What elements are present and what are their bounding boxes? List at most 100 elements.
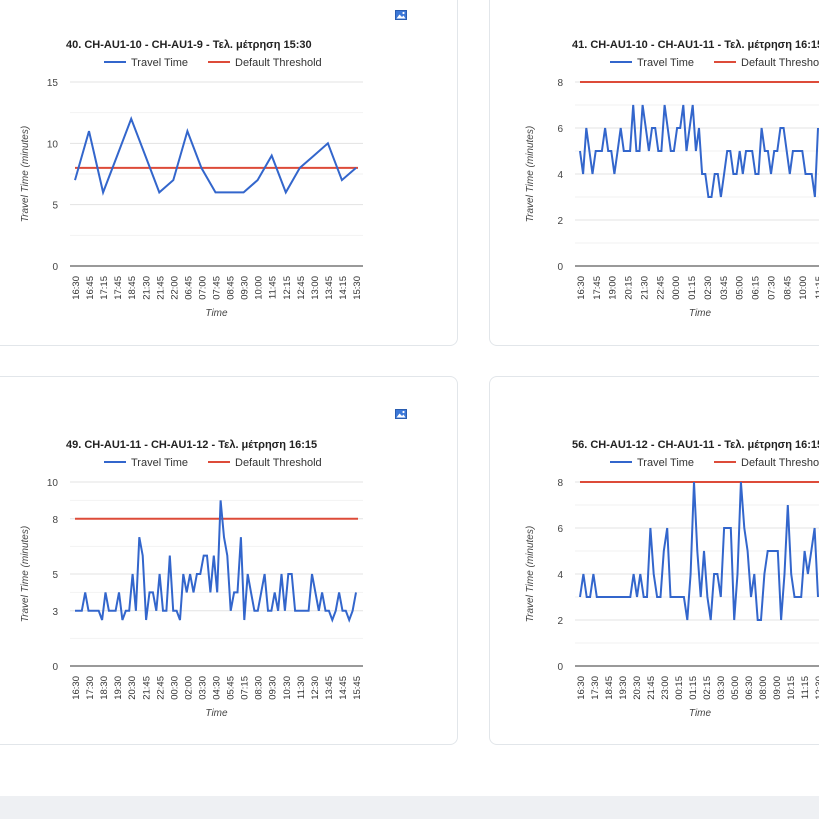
x-axis-label: Time [689, 708, 712, 719]
chart-travel-time-40: 40. CH-AU1-10 - CH-AU1-9 - Τελ. μέτρηση … [20, 39, 363, 319]
y-axis-label: Travel Time (minutes) [525, 126, 536, 222]
x-tick-label: 23:00 [660, 676, 671, 700]
y-tick-label: 0 [52, 662, 58, 673]
x-tick-label: 21:30 [639, 276, 650, 300]
x-tick-label: 08:45 [782, 276, 793, 300]
x-tick-label: 22:00 [169, 276, 180, 300]
x-tick-label: 04:30 [212, 676, 223, 700]
x-tick-label: 12:45 [296, 276, 307, 300]
x-tick-label: 22:45 [155, 676, 166, 700]
x-tick-label: 13:00 [310, 276, 321, 300]
y-tick-label: 6 [557, 124, 563, 135]
y-tick-label: 10 [47, 478, 59, 489]
y-tick-label: 0 [52, 262, 58, 273]
chart-title: 41. CH-AU1-10 - CH-AU1-11 - Τελ. μέτρηση… [572, 39, 819, 51]
x-tick-label: 18:30 [99, 676, 110, 700]
x-tick-label: 08:30 [254, 676, 265, 700]
x-tick-label: 22:45 [655, 276, 666, 300]
x-tick-label: 07:30 [766, 276, 777, 300]
chart-card-4 [489, 376, 819, 745]
chart-card-3 [0, 376, 458, 745]
y-tick-label: 5 [52, 570, 58, 581]
x-tick-label: 07:45 [212, 276, 223, 300]
x-tick-label: 15:30 [352, 276, 363, 300]
y-tick-label: 0 [557, 262, 563, 273]
x-tick-label: 21:45 [141, 676, 152, 700]
x-tick-label: 16:30 [576, 276, 587, 300]
legend-label-travel-time: Travel Time [637, 457, 694, 469]
x-tick-label: 07:15 [240, 676, 251, 700]
x-tick-label: 03:30 [197, 676, 208, 700]
chart-title: 49. CH-AU1-11 - CH-AU1-12 - Τελ. μέτρηση… [66, 439, 317, 451]
x-tick-label: 10:00 [254, 276, 265, 300]
x-tick-label: 11:15 [800, 676, 811, 699]
x-tick-label: 16:30 [71, 276, 82, 300]
legend-label-travel-time: Travel Time [637, 57, 694, 69]
x-tick-label: 07:00 [197, 276, 208, 300]
x-tick-label: 05:00 [730, 676, 741, 700]
page-footer-band [0, 796, 819, 819]
x-tick-label: 00:15 [674, 676, 685, 700]
x-tick-label: 10:15 [786, 676, 797, 700]
x-tick-label: 05:00 [735, 276, 746, 300]
x-tick-label: 16:45 [85, 276, 96, 300]
chart-title: 56. CH-AU1-12 - CH-AU1-11 - Τελ. μέτρηση… [572, 439, 819, 451]
x-tick-label: 09:00 [772, 676, 783, 700]
x-tick-label: 18:45 [604, 676, 615, 700]
x-tick-label: 19:00 [608, 276, 619, 300]
x-tick-label: 09:30 [268, 676, 279, 700]
x-tick-label: 13:45 [324, 276, 335, 300]
y-tick-label: 5 [52, 201, 58, 212]
x-axis-label: Time [205, 308, 228, 319]
x-tick-label: 14:15 [338, 276, 349, 300]
x-tick-label: 12:15 [282, 276, 293, 300]
x-tick-label: 21:45 [646, 676, 657, 700]
chart-travel-time-41: 41. CH-AU1-10 - CH-AU1-11 - Τελ. μέτρηση… [525, 39, 819, 319]
y-tick-label: 8 [52, 515, 58, 526]
series-line-travel-time [74, 115, 357, 196]
x-tick-label: 11:45 [268, 276, 279, 299]
y-tick-label: 4 [557, 170, 563, 181]
legend-label-travel-time: Travel Time [131, 457, 188, 469]
x-tick-label: 10:00 [798, 276, 809, 300]
x-tick-label: 08:00 [758, 676, 769, 700]
series-line-travel-time [579, 104, 819, 198]
x-axis-label: Time [205, 708, 228, 719]
x-tick-label: 15:45 [352, 676, 363, 700]
x-tick-label: 00:30 [169, 676, 180, 700]
series-line-travel-time [75, 500, 357, 623]
x-tick-label: 01:15 [687, 276, 698, 300]
x-tick-label: 16:30 [576, 676, 587, 700]
image-icon[interactable] [395, 10, 407, 20]
series-line-travel-time [579, 481, 819, 621]
image-icon[interactable] [395, 409, 407, 419]
y-tick-label: 4 [557, 570, 563, 581]
x-tick-label: 02:15 [702, 676, 713, 700]
x-tick-label: 08:45 [226, 276, 237, 300]
x-tick-label: 11:30 [296, 676, 307, 699]
x-tick-label: 20:30 [632, 676, 643, 700]
x-tick-label: 14:45 [338, 676, 349, 700]
x-tick-label: 06:45 [183, 276, 194, 300]
x-tick-label: 02:00 [183, 676, 194, 700]
x-tick-label: 03:30 [716, 676, 727, 700]
x-tick-label: 17:45 [113, 276, 124, 300]
y-axis-label: Travel Time (minutes) [20, 526, 31, 622]
x-tick-label: 06:15 [751, 276, 762, 300]
legend-label-default-threshold: Default Threshold [741, 57, 819, 69]
x-tick-label: 06:30 [744, 676, 755, 700]
chart-travel-time-56: 56. CH-AU1-12 - CH-AU1-11 - Τελ. μέτρηση… [525, 439, 819, 719]
x-tick-label: 01:15 [688, 676, 699, 700]
y-axis-label: Travel Time (minutes) [525, 526, 536, 622]
x-tick-label: 05:45 [226, 676, 237, 700]
x-tick-label: 19:30 [113, 676, 124, 700]
x-tick-label: 16:30 [71, 676, 82, 700]
x-tick-label: 20:30 [127, 676, 138, 700]
x-tick-label: 17:15 [99, 276, 110, 300]
legend-label-travel-time: Travel Time [131, 57, 188, 69]
x-tick-label: 21:30 [141, 276, 152, 300]
y-tick-label: 6 [557, 524, 563, 535]
y-tick-label: 2 [557, 216, 563, 227]
y-tick-label: 3 [52, 607, 58, 618]
x-axis-label: Time [689, 308, 712, 319]
